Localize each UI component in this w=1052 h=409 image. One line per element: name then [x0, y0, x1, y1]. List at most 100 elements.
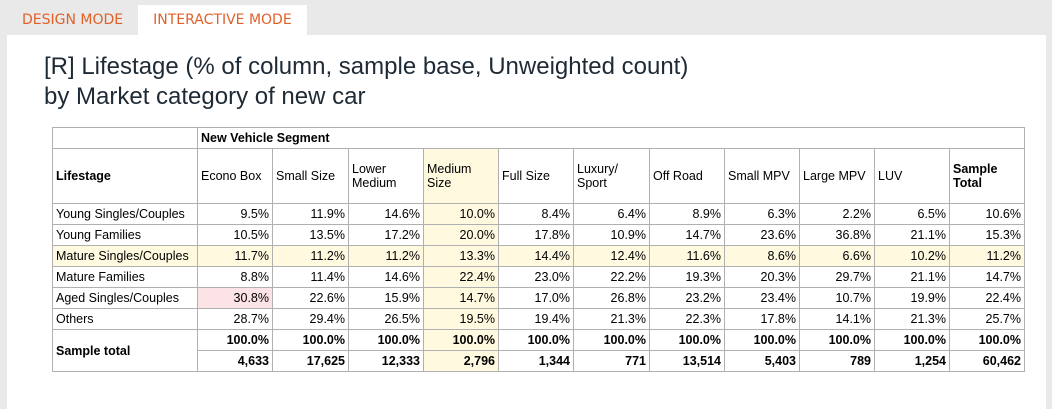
table-cell[interactable]: 23.0%: [498, 266, 574, 288]
col-header[interactable]: Econo Box: [197, 148, 273, 204]
total-percent-cell[interactable]: 100.0%: [197, 329, 273, 351]
table-cell[interactable]: 6.5%: [874, 203, 950, 225]
total-percent-cell[interactable]: 100.0%: [348, 329, 424, 351]
total-percent-cell[interactable]: 100.0%: [573, 329, 650, 351]
table-cell[interactable]: 28.7%: [197, 308, 273, 330]
table-cell[interactable]: 10.0%: [423, 203, 499, 225]
table-cell[interactable]: 21.3%: [874, 308, 950, 330]
table-cell[interactable]: 13.5%: [272, 224, 349, 246]
table-cell[interactable]: 9.5%: [197, 203, 273, 225]
table-cell[interactable]: 23.2%: [649, 287, 725, 309]
table-cell[interactable]: 8.8%: [197, 266, 273, 288]
table-cell[interactable]: 13.3%: [423, 245, 499, 267]
table-cell[interactable]: 6.4%: [573, 203, 650, 225]
table-cell[interactable]: 11.4%: [272, 266, 349, 288]
total-percent-cell[interactable]: 100.0%: [724, 329, 800, 351]
table-cell[interactable]: 2.2%: [799, 203, 875, 225]
total-count-cell[interactable]: 1,254: [874, 350, 950, 372]
col-header[interactable]: Luxury/ Sport: [573, 148, 650, 204]
table-cell[interactable]: 11.6%: [649, 245, 725, 267]
table-cell[interactable]: 17.0%: [498, 287, 574, 309]
table-cell[interactable]: 12.4%: [573, 245, 650, 267]
total-count-cell[interactable]: 4,633: [197, 350, 273, 372]
total-percent-cell[interactable]: 100.0%: [799, 329, 875, 351]
total-count-cell[interactable]: 2,796: [423, 350, 499, 372]
table-cell[interactable]: 15.9%: [348, 287, 424, 309]
table-cell[interactable]: 8.4%: [498, 203, 574, 225]
table-cell[interactable]: 14.4%: [498, 245, 574, 267]
table-cell[interactable]: 11.2%: [272, 245, 349, 267]
table-cell[interactable]: 23.4%: [724, 287, 800, 309]
total-count-cell[interactable]: 789: [799, 350, 875, 372]
total-count-cell[interactable]: 1,344: [498, 350, 574, 372]
col-header[interactable]: Small Size: [272, 148, 349, 204]
table-cell[interactable]: 11.9%: [272, 203, 349, 225]
table-cell[interactable]: 14.6%: [348, 266, 424, 288]
col-header[interactable]: LUV: [874, 148, 950, 204]
table-cell[interactable]: 17.2%: [348, 224, 424, 246]
col-header[interactable]: Full Size: [498, 148, 574, 204]
table-cell[interactable]: 29.7%: [799, 266, 875, 288]
table-cell[interactable]: 19.4%: [498, 308, 574, 330]
table-cell[interactable]: 22.4%: [949, 287, 1025, 309]
total-count-cell[interactable]: 771: [573, 350, 650, 372]
table-cell[interactable]: 11.2%: [348, 245, 424, 267]
table-cell[interactable]: 21.1%: [874, 224, 950, 246]
tab-design-mode[interactable]: DESIGN MODE: [7, 5, 139, 35]
col-header[interactable]: Lower Medium: [348, 148, 424, 204]
table-cell[interactable]: 22.6%: [272, 287, 349, 309]
table-cell[interactable]: 26.5%: [348, 308, 424, 330]
table-cell[interactable]: 19.9%: [874, 287, 950, 309]
table-cell[interactable]: 22.2%: [573, 266, 650, 288]
table-cell[interactable]: 6.6%: [799, 245, 875, 267]
total-percent-cell[interactable]: 100.0%: [272, 329, 349, 351]
table-cell[interactable]: 26.8%: [573, 287, 650, 309]
col-header-total[interactable]: Sample Total: [949, 148, 1025, 204]
total-percent-cell[interactable]: 100.0%: [649, 329, 725, 351]
table-cell[interactable]: 22.4%: [423, 266, 499, 288]
table-cell[interactable]: 17.8%: [724, 308, 800, 330]
total-percent-cell[interactable]: 100.0%: [874, 329, 950, 351]
total-count-cell[interactable]: 5,403: [724, 350, 800, 372]
table-cell[interactable]: 30.8%: [197, 287, 273, 309]
total-percent-cell[interactable]: 100.0%: [949, 329, 1025, 351]
table-cell[interactable]: 14.7%: [949, 266, 1025, 288]
col-header[interactable]: Off Road: [649, 148, 725, 204]
table-cell[interactable]: 19.5%: [423, 308, 499, 330]
total-count-cell[interactable]: 17,625: [272, 350, 349, 372]
table-cell[interactable]: 14.7%: [649, 224, 725, 246]
table-cell[interactable]: 14.1%: [799, 308, 875, 330]
table-cell[interactable]: 8.6%: [724, 245, 800, 267]
table-cell[interactable]: 10.5%: [197, 224, 273, 246]
table-cell[interactable]: 19.3%: [649, 266, 725, 288]
tab-interactive-mode[interactable]: INTERACTIVE MODE: [138, 5, 307, 35]
table-cell[interactable]: 29.4%: [272, 308, 349, 330]
table-cell[interactable]: 25.7%: [949, 308, 1025, 330]
total-count-cell[interactable]: 13,514: [649, 350, 725, 372]
total-percent-cell[interactable]: 100.0%: [498, 329, 574, 351]
table-cell[interactable]: 20.0%: [423, 224, 499, 246]
table-cell[interactable]: 10.2%: [874, 245, 950, 267]
col-header[interactable]: Medium Size: [423, 148, 499, 204]
table-cell[interactable]: 11.7%: [197, 245, 273, 267]
table-cell[interactable]: 11.2%: [949, 245, 1025, 267]
table-cell[interactable]: 20.3%: [724, 266, 800, 288]
total-count-cell[interactable]: 12,333: [348, 350, 424, 372]
table-cell[interactable]: 22.3%: [649, 308, 725, 330]
table-cell[interactable]: 23.6%: [724, 224, 800, 246]
table-cell[interactable]: 14.7%: [423, 287, 499, 309]
total-count-cell[interactable]: 60,462: [949, 350, 1025, 372]
table-cell[interactable]: 15.3%: [949, 224, 1025, 246]
table-cell[interactable]: 17.8%: [498, 224, 574, 246]
table-cell[interactable]: 6.3%: [724, 203, 800, 225]
table-cell[interactable]: 21.3%: [573, 308, 650, 330]
table-cell[interactable]: 10.6%: [949, 203, 1025, 225]
table-cell[interactable]: 10.9%: [573, 224, 650, 246]
table-cell[interactable]: 21.1%: [874, 266, 950, 288]
col-header[interactable]: Large MPV: [799, 148, 875, 204]
table-cell[interactable]: 14.6%: [348, 203, 424, 225]
total-percent-cell[interactable]: 100.0%: [423, 329, 499, 351]
table-cell[interactable]: 36.8%: [799, 224, 875, 246]
table-cell[interactable]: 10.7%: [799, 287, 875, 309]
table-cell[interactable]: 8.9%: [649, 203, 725, 225]
